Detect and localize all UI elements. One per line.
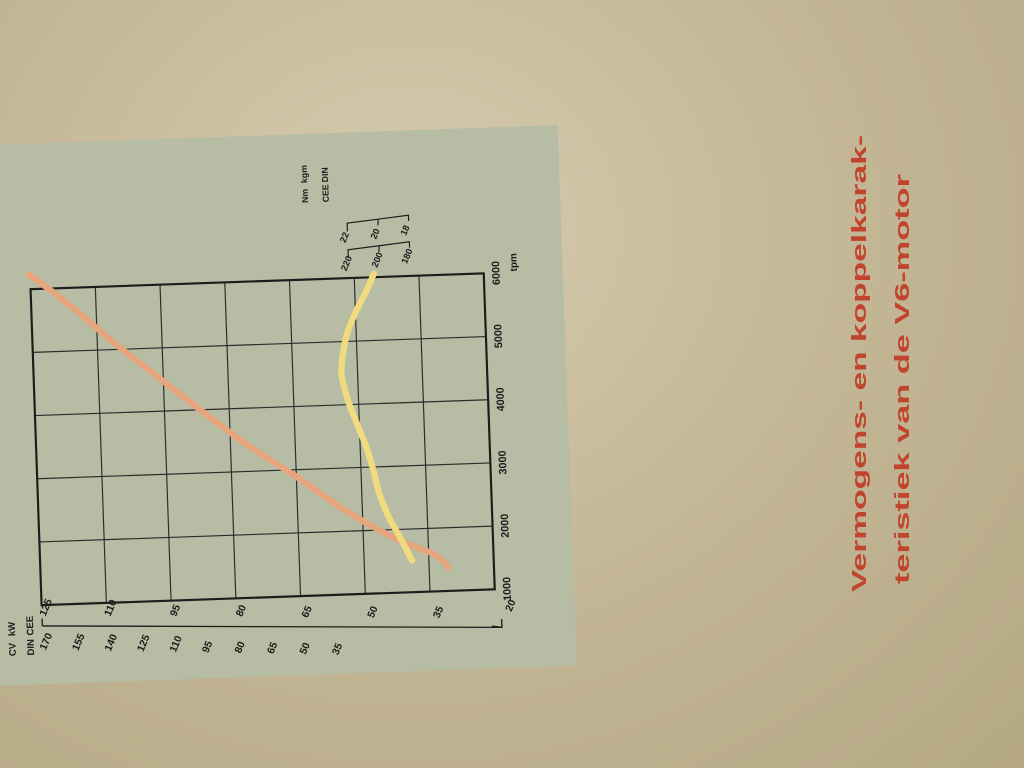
svg-text:50: 50 xyxy=(298,641,313,656)
svg-text:140: 140 xyxy=(103,633,120,653)
svg-text:CEE: CEE xyxy=(24,616,36,636)
svg-text:80: 80 xyxy=(234,603,249,618)
svg-text:35: 35 xyxy=(431,605,446,620)
svg-text:4000: 4000 xyxy=(494,387,507,411)
svg-text:tpm: tpm xyxy=(508,253,520,272)
svg-text:18: 18 xyxy=(398,224,411,237)
svg-text:kgm: kgm xyxy=(298,165,309,184)
svg-text:180: 180 xyxy=(399,247,414,265)
svg-text:110: 110 xyxy=(168,634,185,654)
svg-text:50: 50 xyxy=(366,605,381,620)
svg-text:2000: 2000 xyxy=(498,513,511,537)
svg-text:65: 65 xyxy=(265,641,280,656)
svg-text:5000: 5000 xyxy=(492,324,505,348)
svg-text:22: 22 xyxy=(337,231,350,244)
svg-text:DIN: DIN xyxy=(319,167,330,182)
svg-text:Vermogens- en koppelkarak-: Vermogens- en koppelkarak- xyxy=(849,135,871,592)
svg-text:DIN: DIN xyxy=(25,639,37,656)
svg-text:CV: CV xyxy=(7,642,18,656)
svg-text:20: 20 xyxy=(368,227,381,240)
svg-text:6000: 6000 xyxy=(490,261,503,285)
svg-text:95: 95 xyxy=(200,639,215,654)
svg-text:95: 95 xyxy=(168,603,183,618)
svg-text:CEE: CEE xyxy=(320,184,331,202)
svg-text:80: 80 xyxy=(233,640,248,655)
svg-text:125: 125 xyxy=(37,597,54,617)
svg-text:200: 200 xyxy=(369,251,384,269)
svg-text:110: 110 xyxy=(102,598,119,618)
svg-text:kW: kW xyxy=(6,622,17,637)
svg-text:220: 220 xyxy=(338,254,353,272)
svg-text:155: 155 xyxy=(70,632,87,652)
svg-text:65: 65 xyxy=(300,604,315,619)
svg-text:3000: 3000 xyxy=(496,450,509,474)
svg-text:35: 35 xyxy=(330,642,345,657)
svg-text:125: 125 xyxy=(135,633,152,653)
svg-text:170: 170 xyxy=(38,632,55,652)
svg-text:Nm: Nm xyxy=(299,189,309,204)
svg-text:teristiek van de V6-motor: teristiek van de V6-motor xyxy=(892,174,914,584)
svg-text:1000: 1000 xyxy=(501,577,514,601)
